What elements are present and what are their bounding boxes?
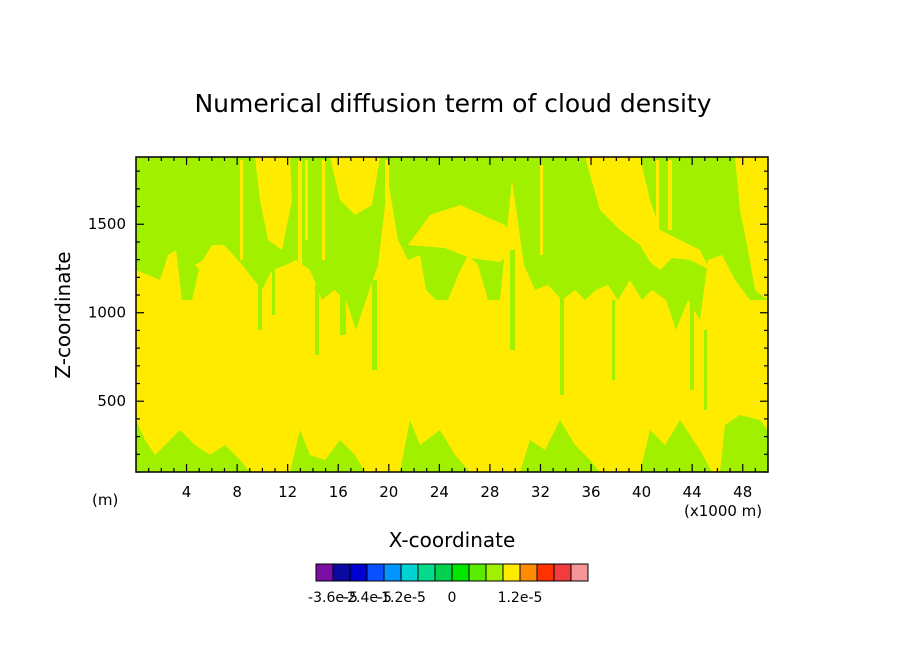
x-unit-label: (x1000 m) bbox=[684, 502, 762, 520]
y-axis-ticks: 500 1000 1500 bbox=[88, 170, 768, 473]
colorbar-swatch bbox=[553, 563, 572, 582]
colorbar-tick-label: -2.4e-5 bbox=[342, 590, 392, 606]
colorbar-tick-label: -3.6e-5 bbox=[308, 590, 358, 606]
x-axis-ticks: 4 8 12 16 20 24 28 32 36 40 44 48 bbox=[148, 157, 756, 501]
colorbar-swatch bbox=[502, 563, 521, 582]
upper-yellow-patch-3 bbox=[585, 157, 710, 270]
lower-green-patch-5 bbox=[640, 420, 712, 472]
colorbar-swatch bbox=[366, 563, 385, 582]
x-tick-label: 28 bbox=[480, 483, 499, 501]
colorbar-tick-label: 0 bbox=[448, 590, 457, 606]
colorbar-swatch bbox=[451, 563, 470, 582]
colorbar-swatch bbox=[349, 563, 368, 582]
colorbar-swatch bbox=[468, 563, 487, 582]
x-tick-label: 48 bbox=[733, 483, 752, 501]
streaks bbox=[258, 250, 707, 410]
colorbar bbox=[315, 563, 589, 582]
heatmap-field bbox=[136, 157, 768, 472]
x-axis-label: X-coordinate bbox=[389, 528, 516, 552]
upper-yellow-patch-5 bbox=[255, 157, 292, 250]
colorbar-labels: -3.6e-5-2.4e-5-1.2e-5 0 1.2e-5 bbox=[308, 590, 542, 606]
y-unit-label: (m) bbox=[92, 491, 118, 509]
colorbar-tick-label: -1.2e-5 bbox=[376, 590, 426, 606]
x-tick-label: 20 bbox=[379, 483, 398, 501]
lower-green-patch-3 bbox=[400, 420, 470, 472]
x-tick-label: 44 bbox=[683, 483, 702, 501]
colorbar-swatch bbox=[434, 563, 453, 582]
colorbar-swatch bbox=[485, 563, 504, 582]
colorbar-swatch bbox=[383, 563, 402, 582]
chart-title: Numerical diffusion term of cloud densit… bbox=[194, 89, 711, 118]
colorbar-swatch bbox=[519, 563, 538, 582]
upper-yellow-patch-1 bbox=[195, 250, 250, 285]
x-tick-label: 24 bbox=[430, 483, 449, 501]
y-axis-label: Z-coordinate bbox=[51, 251, 75, 378]
x-tick-label: 16 bbox=[329, 483, 348, 501]
colorbar-swatch bbox=[536, 563, 555, 582]
x-tick-label: 36 bbox=[581, 483, 600, 501]
y-tick-label: 1000 bbox=[88, 304, 126, 322]
x-tick-label: 32 bbox=[531, 483, 550, 501]
lower-green-band bbox=[136, 420, 250, 472]
streaks-yellow bbox=[240, 160, 672, 270]
colorbar-swatch bbox=[570, 563, 589, 582]
y-tick-label: 500 bbox=[97, 392, 126, 410]
upper-yellow-patch-6 bbox=[330, 157, 380, 215]
x-tick-label: 40 bbox=[632, 483, 651, 501]
y-tick-label: 1500 bbox=[88, 215, 126, 233]
x-tick-label: 4 bbox=[182, 483, 192, 501]
x-tick-label: 8 bbox=[232, 483, 242, 501]
colorbar-swatch bbox=[417, 563, 436, 582]
upper-yellow-patch-2 bbox=[408, 205, 520, 262]
x-tick-label: 12 bbox=[278, 483, 297, 501]
lower-green-patch-6 bbox=[720, 415, 768, 472]
lower-green-patch-2 bbox=[290, 430, 365, 472]
lower-green-patch-4 bbox=[520, 420, 600, 472]
upper-yellow-patch-4 bbox=[735, 157, 768, 300]
colorbar-swatch bbox=[315, 563, 334, 582]
colorbar-tick-label: 1.2e-5 bbox=[498, 590, 543, 606]
colorbar-swatch bbox=[400, 563, 419, 582]
colorbar-swatch bbox=[332, 563, 351, 582]
